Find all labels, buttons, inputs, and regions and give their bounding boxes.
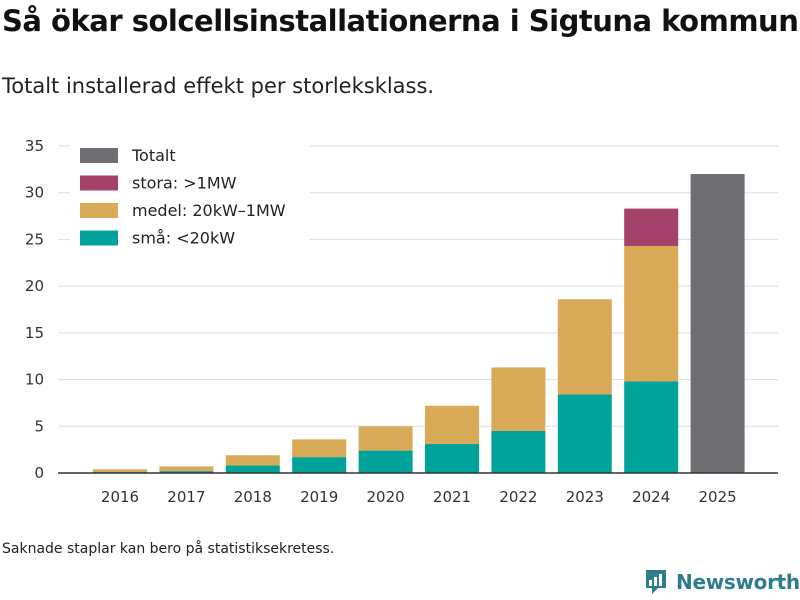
- legend-swatch: [80, 230, 118, 246]
- x-tick-label: 2019: [300, 488, 338, 506]
- legend-swatch: [80, 148, 118, 163]
- y-tick-label: 30: [25, 184, 44, 202]
- x-tick-label: 2023: [566, 488, 604, 506]
- bar-2017-medel: [159, 466, 214, 472]
- x-tick-label: 2025: [699, 488, 737, 506]
- y-tick-label: 10: [25, 371, 44, 389]
- bar-2016-medel: [93, 469, 147, 473]
- x-tick-label: 2022: [499, 488, 537, 506]
- bar-2025-totalt: [690, 174, 745, 473]
- y-tick-label: 35: [25, 137, 44, 155]
- y-axis-ticks: 0 5 10 15 20 25 30 35: [25, 137, 44, 482]
- bar-2024-små: [624, 381, 679, 473]
- x-tick-label: 2020: [367, 488, 405, 506]
- newsworthy-logo-icon: [646, 570, 666, 594]
- bar-2019-medel: [292, 439, 347, 458]
- legend-swatch: [80, 175, 118, 191]
- brand-name: Newsworthy: [676, 570, 800, 594]
- y-tick-label: 20: [25, 277, 44, 295]
- bar-2021-medel: [425, 405, 479, 445]
- bar-2019-små: [292, 457, 347, 473]
- y-tick-label: 15: [25, 324, 44, 342]
- bar-2018-små: [225, 465, 280, 473]
- legend: Totalt stora: >1MW medel: 20kW–1MW små: <20…: [70, 142, 310, 254]
- x-axis-ticks: 2016 2017 2018 2019 2020 2021 2022 2023 2024 2025: [101, 488, 737, 506]
- x-tick-label: 2017: [167, 488, 205, 506]
- bar-2017-små: [159, 471, 214, 473]
- bar-2021-små: [425, 444, 479, 473]
- bar-2018-medel: [225, 455, 280, 466]
- bar-2023-små: [557, 394, 612, 473]
- bar-2020-små: [358, 450, 413, 473]
- footnote: Saknade staplar kan bero på statistiksek…: [2, 541, 335, 557]
- x-tick-label: 2024: [632, 488, 670, 506]
- bar-2020-medel: [358, 426, 413, 451]
- x-tick-label: 2021: [433, 488, 471, 506]
- bar-2022-medel: [491, 367, 546, 431]
- chart-subtitle: Totalt installerad effekt per storlekskl…: [2, 74, 435, 98]
- legend-label: medel: 20kW–1MW: [132, 201, 286, 220]
- chart-title: Så ökar solcellsinstallationerna i Sigtu…: [2, 4, 799, 38]
- bar-2022-små: [491, 430, 546, 473]
- legend-label: Totalt: [131, 146, 176, 165]
- legend-label: stora: >1MW: [132, 174, 237, 193]
- y-tick-label: 25: [25, 230, 44, 248]
- bar-2024-stora: [624, 208, 679, 246]
- y-tick-label: 5: [34, 417, 44, 435]
- legend-label: små: <20kW: [132, 229, 235, 248]
- x-tick-label: 2016: [101, 488, 139, 506]
- x-tick-label: 2018: [234, 488, 272, 506]
- legend-swatch: [80, 203, 118, 218]
- brand-logo: Newsworthy: [644, 568, 800, 596]
- bar-2024-medel: [624, 245, 679, 382]
- bar-2023-medel: [557, 299, 612, 395]
- bars: [93, 174, 745, 473]
- y-tick-label: 0: [34, 464, 44, 482]
